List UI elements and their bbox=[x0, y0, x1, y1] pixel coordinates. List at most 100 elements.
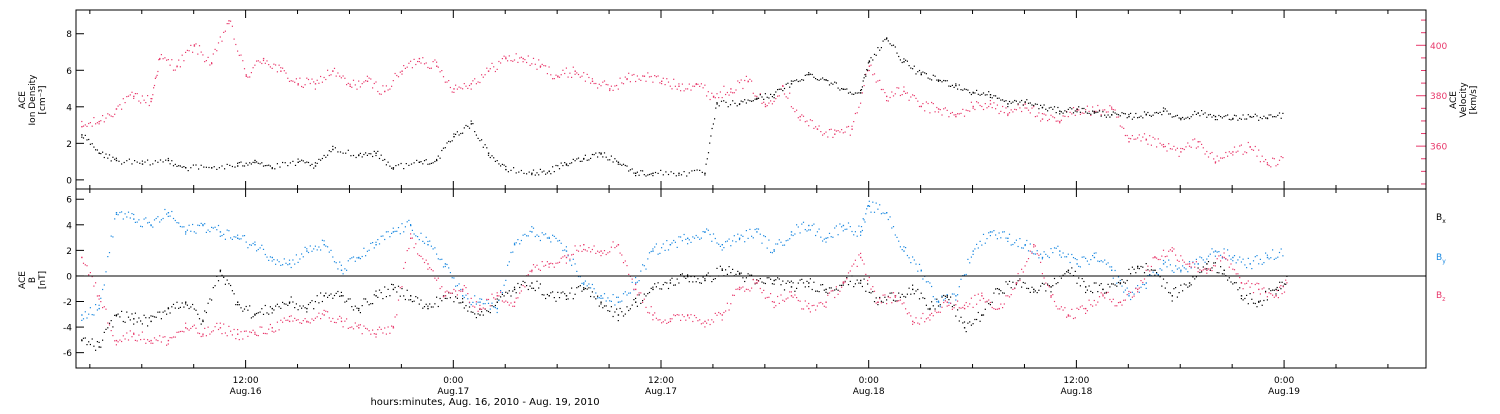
bfield-point bbox=[465, 305, 467, 307]
bfield-point bbox=[783, 300, 786, 302]
bfield-point bbox=[155, 217, 157, 220]
velocity-point bbox=[719, 91, 721, 93]
bfield-point bbox=[939, 311, 941, 313]
velocity-point bbox=[1029, 112, 1031, 114]
bfield-data-point bbox=[496, 301, 498, 303]
velocity-point bbox=[1053, 117, 1056, 119]
bfield-point bbox=[1216, 251, 1218, 253]
bfield-point bbox=[778, 302, 780, 304]
bfield-point bbox=[399, 233, 401, 235]
density-point bbox=[562, 165, 564, 167]
bfield-point bbox=[1116, 285, 1118, 287]
bfield-data-point bbox=[1214, 250, 1217, 252]
velocity-point bbox=[1244, 151, 1246, 153]
bfield-point bbox=[477, 310, 479, 312]
bfield-point bbox=[147, 222, 149, 224]
bfield-data-point bbox=[1119, 301, 1122, 303]
velocity-point bbox=[853, 121, 855, 123]
velocity-point bbox=[1043, 113, 1045, 115]
bfield-data-point bbox=[1275, 295, 1277, 297]
bfield-point bbox=[351, 326, 353, 328]
density-data-point bbox=[453, 136, 455, 138]
bfield-data-point bbox=[1180, 269, 1182, 271]
velocity-axis-label: ACE Velocity [km/s] bbox=[1449, 82, 1479, 118]
bfield-point bbox=[205, 311, 207, 314]
density-point bbox=[595, 152, 597, 154]
bfield-point bbox=[295, 303, 297, 305]
density-point bbox=[898, 55, 900, 58]
density-point bbox=[729, 104, 732, 106]
bfield-point bbox=[314, 317, 316, 319]
density-point bbox=[1048, 107, 1050, 109]
bfield-point bbox=[583, 283, 585, 286]
bfield-point bbox=[1098, 260, 1101, 263]
bfield-point bbox=[796, 287, 798, 289]
density-point bbox=[453, 133, 455, 135]
bfield-point bbox=[903, 302, 905, 304]
bfield-point bbox=[119, 316, 121, 318]
density-point bbox=[128, 158, 130, 160]
bfield-data-point bbox=[219, 269, 222, 271]
density-point bbox=[1092, 110, 1094, 112]
bfield-point bbox=[633, 299, 635, 301]
bfield-point bbox=[666, 322, 668, 324]
bfield-point bbox=[792, 282, 794, 284]
bfield-point bbox=[254, 241, 256, 243]
bfield-point bbox=[860, 282, 862, 284]
bfield-point bbox=[1159, 268, 1161, 270]
bfield-point bbox=[827, 294, 829, 296]
bfield-point bbox=[823, 238, 825, 240]
bfield-point bbox=[475, 301, 477, 303]
bfield-point bbox=[598, 251, 600, 253]
bfield-point bbox=[430, 268, 432, 271]
velocity-point bbox=[154, 77, 156, 79]
bfield-point bbox=[1140, 286, 1142, 288]
density-point bbox=[284, 162, 286, 164]
bfield-point bbox=[262, 313, 265, 315]
bfield-point bbox=[1182, 259, 1184, 261]
bfield-point bbox=[493, 297, 495, 299]
velocity-point bbox=[1057, 120, 1059, 122]
bfield-point bbox=[1249, 286, 1251, 288]
density-point bbox=[1235, 115, 1237, 117]
bfield-point bbox=[581, 250, 583, 252]
bfield-data-point bbox=[1275, 288, 1277, 291]
bfield-point bbox=[202, 223, 204, 226]
bfield-point bbox=[261, 244, 263, 246]
velocity-point bbox=[1003, 112, 1005, 114]
bfield-point bbox=[1249, 293, 1251, 295]
bfield-point bbox=[410, 299, 412, 301]
bfield-point bbox=[989, 304, 991, 306]
velocity-point bbox=[214, 48, 216, 50]
bfield-data-point bbox=[842, 224, 845, 227]
density-point bbox=[970, 93, 972, 96]
bfield-data-point bbox=[167, 339, 170, 342]
bfield-point bbox=[162, 311, 164, 313]
bfield-point bbox=[119, 211, 121, 214]
bfield-point bbox=[1133, 293, 1135, 295]
velocity-point bbox=[671, 88, 673, 90]
bfield-point bbox=[108, 322, 111, 324]
bfield-point bbox=[811, 224, 813, 227]
bfield-point bbox=[738, 239, 741, 241]
bfield-point bbox=[595, 298, 597, 300]
bfield-point bbox=[349, 326, 351, 329]
density-point bbox=[513, 167, 515, 169]
velocity-data-point bbox=[695, 83, 697, 85]
bfield-point bbox=[446, 297, 448, 300]
bfield-point bbox=[567, 254, 569, 256]
bfield-point bbox=[574, 263, 576, 265]
bfield-point bbox=[723, 311, 725, 314]
bfield-point bbox=[302, 305, 304, 307]
velocity-point bbox=[108, 114, 111, 116]
bfield-point bbox=[1083, 256, 1085, 258]
bfield-point bbox=[444, 297, 446, 299]
bfield-point bbox=[1034, 245, 1036, 247]
bfield-point bbox=[603, 293, 606, 295]
bfield-point bbox=[1252, 260, 1255, 262]
bfield-data-point bbox=[254, 244, 256, 246]
velocity-point bbox=[228, 23, 230, 25]
bfield-data-point bbox=[531, 282, 533, 284]
bfield-point bbox=[529, 270, 531, 272]
bfield-point bbox=[325, 310, 327, 312]
